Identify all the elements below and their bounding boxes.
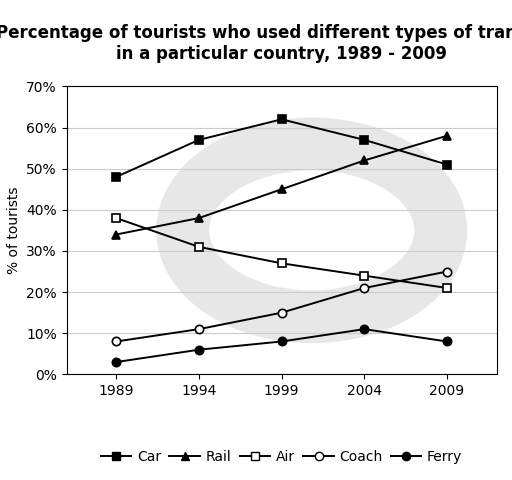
Rail bbox=[444, 133, 450, 139]
Ferry bbox=[113, 359, 119, 365]
Air bbox=[361, 273, 368, 278]
Coach bbox=[113, 338, 119, 344]
Line: Coach: Coach bbox=[112, 267, 451, 346]
Line: Air: Air bbox=[112, 214, 451, 292]
Car bbox=[361, 137, 368, 143]
Rail bbox=[196, 215, 202, 221]
Y-axis label: % of tourists: % of tourists bbox=[7, 187, 20, 274]
Air bbox=[196, 244, 202, 250]
Rail bbox=[279, 186, 285, 192]
Coach bbox=[279, 310, 285, 315]
Car bbox=[196, 137, 202, 143]
Line: Ferry: Ferry bbox=[112, 325, 451, 366]
Text: Percentage of tourists who used different types of transport
in a particular cou: Percentage of tourists who used differen… bbox=[0, 24, 512, 62]
Ferry bbox=[444, 338, 450, 344]
Rail bbox=[361, 157, 368, 163]
Ferry bbox=[361, 326, 368, 332]
Car bbox=[113, 174, 119, 180]
Coach bbox=[196, 326, 202, 332]
Air bbox=[279, 261, 285, 266]
Coach bbox=[444, 269, 450, 275]
Coach bbox=[361, 285, 368, 291]
Air bbox=[444, 285, 450, 291]
Legend: Car, Rail, Air, Coach, Ferry: Car, Rail, Air, Coach, Ferry bbox=[95, 444, 468, 470]
Ferry bbox=[279, 338, 285, 344]
Air bbox=[113, 215, 119, 221]
Line: Car: Car bbox=[112, 115, 451, 181]
Line: Rail: Rail bbox=[112, 132, 451, 239]
Rail bbox=[113, 232, 119, 238]
Car bbox=[279, 117, 285, 122]
Car bbox=[444, 162, 450, 168]
Ferry bbox=[196, 347, 202, 353]
